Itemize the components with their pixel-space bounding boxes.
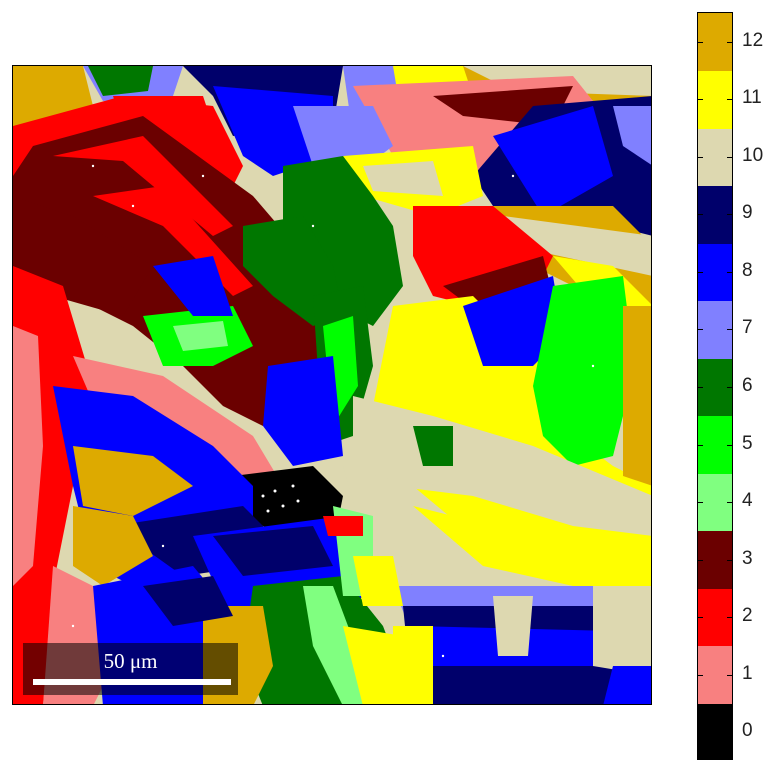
grain-map: 50 μm <box>12 65 652 705</box>
grain-region <box>493 596 533 656</box>
speckle-dots <box>71 164 595 658</box>
colorbar-label: 10 <box>742 144 764 166</box>
colorbar-swatch <box>698 530 732 589</box>
colorbar-label: 8 <box>742 259 753 281</box>
colorbar-label: 12 <box>742 29 764 51</box>
grain-region <box>593 586 651 676</box>
colorbar-tick <box>698 387 703 388</box>
grain-region <box>53 136 233 236</box>
colorbar-tick <box>727 271 732 273</box>
colorbar-tick <box>727 156 732 158</box>
colorbar-tick <box>698 41 703 43</box>
colorbar-tick <box>698 214 703 216</box>
grain-region <box>213 526 333 576</box>
colorbar-label: 11 <box>742 87 762 109</box>
colorbar-tick <box>727 732 732 734</box>
colorbar-label: 9 <box>742 202 753 224</box>
colorbar-swatch <box>698 415 732 474</box>
colorbar-swatch <box>698 128 732 187</box>
colorbar-label: 0 <box>742 720 753 742</box>
grain-region <box>343 626 413 704</box>
colorbar-swatch <box>698 588 732 647</box>
grain-region <box>13 326 43 586</box>
grain-region <box>173 321 228 351</box>
colorbar-swatch <box>698 358 732 417</box>
colorbar-tick <box>727 41 732 43</box>
colorbar-tick <box>727 387 732 388</box>
colorbar-swatch <box>698 473 732 532</box>
grain-region <box>353 556 403 606</box>
grain-region <box>463 276 563 366</box>
colorbar-tick <box>698 329 703 331</box>
colorbar-label: 7 <box>742 317 753 339</box>
colorbar-swatch <box>698 645 732 704</box>
colorbar-tick <box>698 674 703 676</box>
colorbar-label: 2 <box>742 605 753 627</box>
colorbar-tick <box>727 99 732 101</box>
colorbar-tick <box>727 617 732 619</box>
colorbar-label: 3 <box>742 547 753 569</box>
colorbar-tick <box>727 444 732 446</box>
colorbar-tick <box>698 617 703 619</box>
colorbar-label: 1 <box>742 662 753 684</box>
grain-region <box>613 106 651 165</box>
grain-region <box>363 161 443 196</box>
grain-region <box>73 506 153 586</box>
colorbar-swatch <box>698 13 732 72</box>
colorbar-swatch <box>698 185 732 244</box>
colorbar <box>697 12 733 760</box>
grain-region <box>343 466 533 606</box>
colorbar-tick <box>727 329 732 331</box>
scalebar-label: 50 μm <box>103 649 158 673</box>
grain-region <box>503 216 651 276</box>
grain-region <box>153 256 233 316</box>
colorbar-swatch <box>698 243 732 302</box>
grain-region <box>413 506 651 586</box>
colorbar-label: 5 <box>742 432 753 454</box>
colorbar-tick <box>727 502 732 504</box>
colorbar-tick <box>698 502 703 504</box>
colorbar-label: 6 <box>742 375 753 396</box>
grain-map-svg <box>13 66 651 704</box>
grain-region <box>603 666 651 704</box>
grain-region <box>623 306 651 486</box>
colorbar-tick <box>727 674 732 676</box>
colorbar-tick <box>727 559 732 561</box>
colorbar-tick <box>698 271 703 273</box>
grain-region <box>263 356 343 466</box>
colorbar-tick <box>698 156 703 158</box>
grain-region <box>73 446 193 516</box>
colorbar-tick <box>727 214 732 216</box>
grain-region <box>413 426 453 466</box>
grain-region <box>88 66 153 96</box>
grain-region <box>143 576 233 626</box>
colorbar-label: 4 <box>742 490 753 512</box>
grain-region <box>533 276 633 466</box>
colorbar-tick <box>698 99 703 101</box>
grain-region <box>493 106 613 216</box>
colorbar-tick <box>698 559 703 561</box>
scalebar-line <box>33 679 231 685</box>
colorbar-swatch <box>698 70 732 129</box>
scalebar: 50 μm <box>23 643 238 695</box>
colorbar-swatch <box>698 300 732 359</box>
colorbar-tick <box>698 444 703 446</box>
grain-region <box>323 516 363 536</box>
colorbar-swatch <box>698 703 732 759</box>
colorbar-tick <box>698 732 703 734</box>
